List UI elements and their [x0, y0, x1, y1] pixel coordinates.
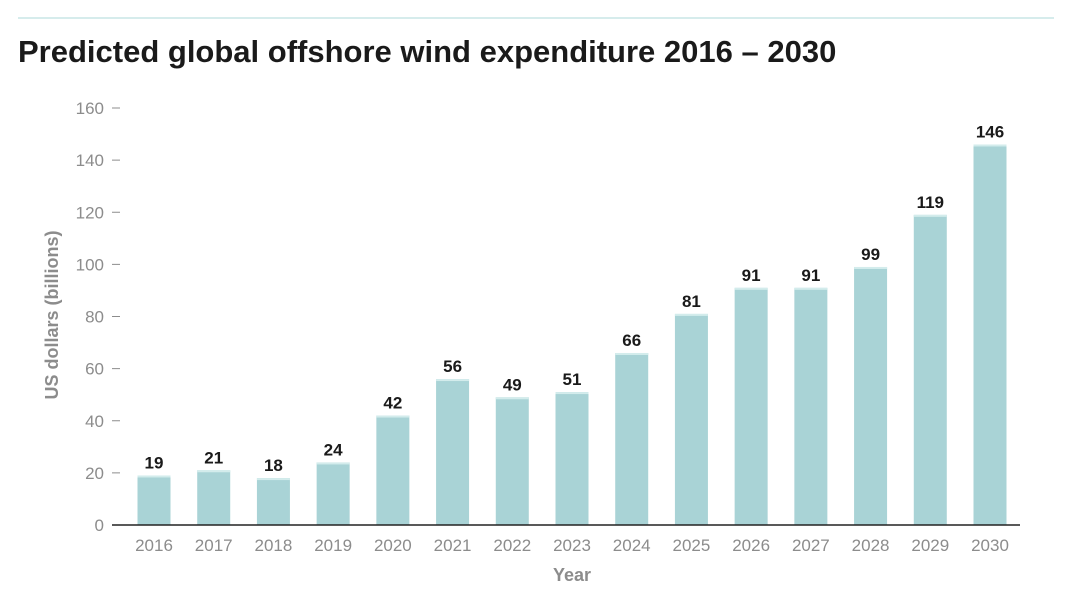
bar [973, 144, 1007, 526]
y-tick-label: 0 [95, 516, 104, 535]
bar-value-label: 66 [622, 331, 641, 350]
bar-series [137, 144, 1007, 526]
y-axis-title: US dollars (billions) [42, 230, 62, 399]
y-tick-label: 80 [85, 308, 104, 327]
x-tick-label: 2026 [732, 536, 770, 555]
bar [674, 313, 708, 525]
x-tick-label: 2018 [255, 536, 293, 555]
x-axis-title: Year [553, 565, 591, 585]
y-tick-label: 120 [76, 203, 104, 222]
x-tick-label: 2021 [434, 536, 472, 555]
bar [555, 392, 589, 525]
bar [256, 478, 290, 525]
bar-value-label: 42 [383, 394, 402, 413]
x-tick-label: 2030 [971, 536, 1009, 555]
bar [794, 287, 828, 525]
x-tick-label: 2019 [314, 536, 352, 555]
x-axis: 2016 2017 2018 2019 2020 2021 2022 2023 2024 2025… [135, 536, 1009, 555]
bar-highlight [376, 415, 410, 418]
bar-value-label: 24 [324, 440, 343, 459]
bar-value-label: 21 [204, 448, 223, 467]
bar [615, 352, 649, 525]
bar-value-label: 51 [563, 370, 582, 389]
bar [376, 415, 410, 525]
x-tick-label: 2017 [195, 536, 233, 555]
bar-value-label: 18 [264, 456, 283, 475]
y-axis: 0 20 40 60 80 100 120 140 160 [76, 99, 120, 535]
x-tick-label: 2028 [852, 536, 890, 555]
y-tick-label: 40 [85, 412, 104, 431]
bar-highlight [436, 379, 470, 382]
bar [316, 462, 350, 525]
bar-highlight [794, 287, 828, 290]
bar-value-label: 56 [443, 357, 462, 376]
y-tick-label: 20 [85, 464, 104, 483]
y-tick-label: 140 [76, 151, 104, 170]
bar-value-label: 146 [976, 122, 1004, 141]
bar [197, 470, 231, 525]
bar-value-label: 91 [742, 266, 761, 285]
data-labels: 19 21 18 24 42 56 49 51 66 81 91 91 99 119 146 [145, 122, 1005, 475]
bar-value-label: 91 [801, 266, 820, 285]
x-tick-label: 2025 [673, 536, 711, 555]
bar-highlight [615, 352, 649, 355]
bar [913, 214, 947, 525]
x-tick-label: 2023 [553, 536, 591, 555]
bar [495, 397, 529, 525]
bar-highlight [854, 266, 888, 269]
y-tick-label: 100 [76, 255, 104, 274]
x-tick-label: 2020 [374, 536, 412, 555]
bar [137, 475, 171, 525]
bar-value-label: 81 [682, 292, 701, 311]
y-tick-label: 60 [85, 360, 104, 379]
x-tick-label: 2024 [613, 536, 651, 555]
bar [854, 266, 888, 525]
y-tick-label: 160 [76, 99, 104, 118]
x-tick-label: 2022 [493, 536, 531, 555]
x-tick-label: 2027 [792, 536, 830, 555]
bar-highlight [197, 470, 231, 473]
top-divider [18, 17, 1054, 19]
chart-title: Predicted global offshore wind expenditu… [18, 34, 837, 69]
bar-highlight [734, 287, 768, 290]
x-tick-label: 2016 [135, 536, 173, 555]
bar-highlight [316, 462, 350, 465]
bar-value-label: 99 [861, 245, 880, 264]
bar-value-label: 19 [145, 453, 164, 472]
bar-highlight [137, 475, 171, 478]
bar-highlight [555, 392, 589, 395]
bar-highlight [256, 478, 290, 481]
bar-highlight [495, 397, 529, 400]
bar [436, 379, 470, 525]
bar-highlight [973, 144, 1007, 147]
bar-highlight [913, 214, 947, 217]
bar [734, 287, 768, 525]
bar-value-label: 49 [503, 375, 522, 394]
bar-value-label: 119 [917, 193, 944, 212]
x-tick-label: 2029 [911, 536, 949, 555]
bar-highlight [674, 313, 708, 316]
